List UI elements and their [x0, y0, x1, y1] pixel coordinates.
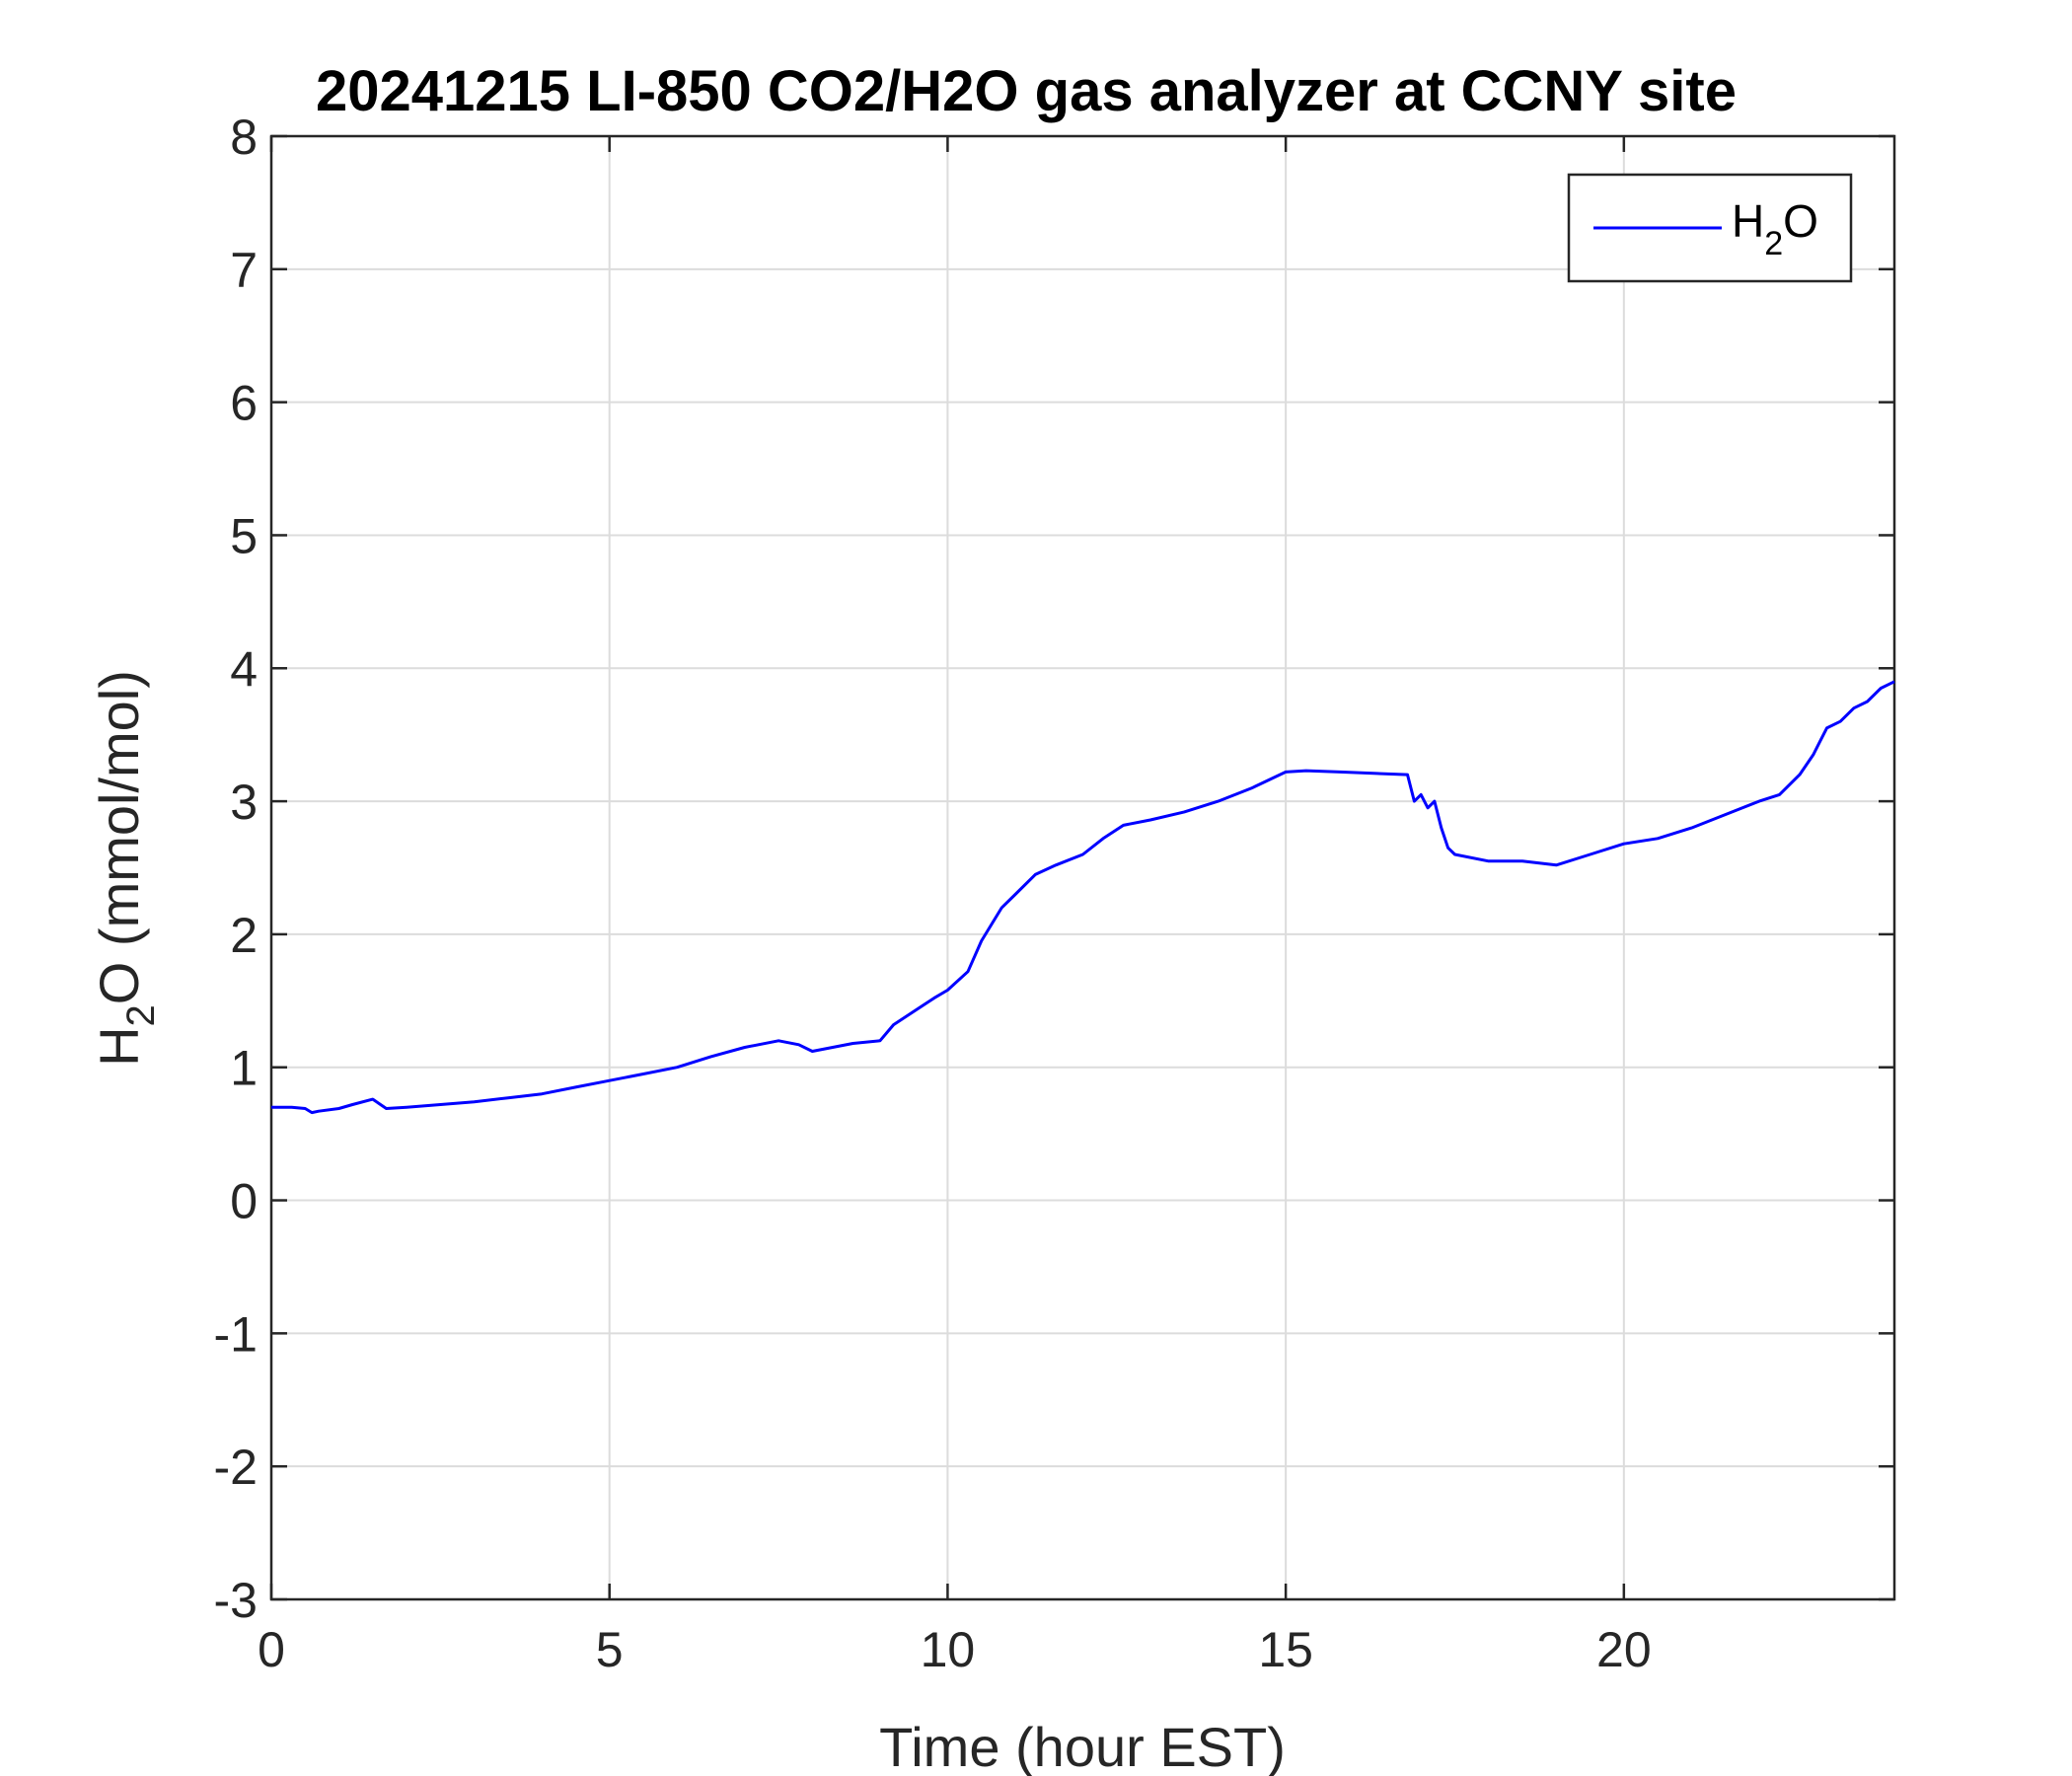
x-axis-label: Time (hour EST): [879, 1716, 1286, 1776]
legend: H2O: [1567, 173, 1853, 283]
y-tick-label: 3: [230, 775, 258, 830]
y-tick-label: 4: [230, 641, 258, 697]
y-axis-label-sub: 2: [119, 1004, 163, 1026]
legend-entry-main: H: [1732, 195, 1764, 247]
y-tick-label: 0: [230, 1174, 258, 1229]
y-tick-label: -3: [214, 1573, 258, 1628]
y-tick-label: -2: [214, 1440, 258, 1495]
legend-entry-h2o: H2O: [1732, 195, 1818, 262]
y-tick-labels: -3 -2 -1 0 1 2 3 4 5 6 7 8: [214, 110, 258, 1628]
x-tick-label: 5: [596, 1622, 624, 1677]
x-tick-label: 20: [1596, 1622, 1652, 1677]
legend-entry-rest: O: [1783, 195, 1818, 247]
y-tick-label: 6: [230, 376, 258, 431]
grid-lines: [270, 135, 1894, 1600]
y-axis-label: H2O (mmol/mol): [88, 670, 163, 1067]
y-axis-label-rest: O (mmol/mol): [88, 670, 150, 1004]
plot-frame: [269, 134, 1896, 1601]
axis-ticks: [269, 134, 1894, 1601]
x-tick-label: 0: [258, 1622, 285, 1677]
chart-title: 20241215 LI-850 CO2/H2O gas analyzer at …: [316, 59, 1737, 123]
y-axis-label-main: H: [88, 1026, 150, 1066]
h2o-series-line: [271, 680, 1895, 1115]
legend-entry-sub: 2: [1764, 225, 1783, 262]
x-tick-label: 10: [921, 1622, 976, 1677]
y-tick-label: 2: [230, 908, 258, 963]
x-tick-label: 15: [1258, 1622, 1313, 1677]
y-tick-label: 7: [230, 243, 258, 298]
y-tick-label: 8: [230, 110, 258, 165]
x-tick-labels: 0 5 10 15 20: [258, 1622, 1652, 1677]
y-tick-label: 5: [230, 508, 258, 563]
y-tick-label: 1: [230, 1041, 258, 1096]
y-tick-label: -1: [214, 1306, 258, 1362]
